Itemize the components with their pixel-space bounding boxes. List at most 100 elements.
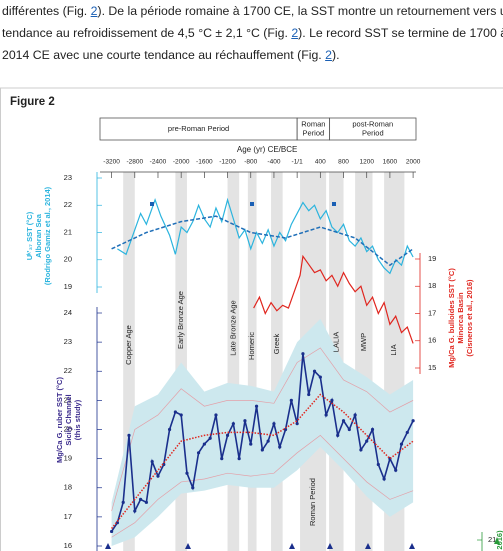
data-point <box>156 474 160 478</box>
y3-tick-label: 24 <box>64 308 72 317</box>
axis-label: Alboran Sea <box>34 213 43 258</box>
x-tick-label: -1600 <box>196 159 213 166</box>
data-point <box>272 422 276 426</box>
x-tick-label: -2800 <box>126 159 143 166</box>
period-label: LIA <box>389 344 398 355</box>
data-point <box>312 369 317 373</box>
data-point <box>127 433 131 437</box>
era-label: pre-Roman Period <box>168 124 229 133</box>
x-tick-label: -3200 <box>103 159 120 166</box>
data-point <box>254 404 259 408</box>
y2-tick-label: 17 <box>428 308 436 317</box>
data-point <box>359 448 363 452</box>
uncertainty-band <box>111 318 414 546</box>
green-axis-label: 2016) <box>495 530 503 550</box>
era-label: Period <box>362 128 384 137</box>
axis-label: Mg/Ca G. bulloides SST (°C) <box>447 268 456 368</box>
data-point <box>167 427 172 432</box>
x-axis-label: Age (yr) CE/BCE <box>237 145 297 154</box>
data-point <box>295 422 299 426</box>
period-band <box>175 172 187 551</box>
y-tick-label: 23 <box>64 173 72 182</box>
data-point <box>214 413 218 417</box>
axis-label: (Rodrigo Gamiz et al., 2014) <box>43 186 52 285</box>
data-point <box>191 486 195 490</box>
data-point <box>225 433 230 437</box>
axis-label: Minorca Basin <box>456 292 465 344</box>
data-point <box>411 419 415 423</box>
data-point <box>138 497 143 501</box>
data-point <box>347 427 351 432</box>
envelope-line <box>111 434 414 538</box>
data-point <box>237 457 241 461</box>
data-point <box>260 448 264 452</box>
data-point <box>243 419 247 423</box>
y3-tick-label: 16 <box>64 541 72 550</box>
x-tick-label: 1200 <box>359 159 374 166</box>
data-point <box>324 413 328 417</box>
series-line <box>111 393 414 529</box>
data-point <box>231 422 235 426</box>
x-tick-label: -400 <box>267 159 280 166</box>
y3-tick-label: 20 <box>64 424 72 433</box>
y3-tick-label: 22 <box>64 366 72 375</box>
data-point <box>109 529 114 534</box>
data-point <box>399 442 404 446</box>
y2-tick-label: 15 <box>428 363 436 372</box>
age-marker <box>289 543 295 549</box>
data-point <box>289 398 293 402</box>
y3-tick-label: 23 <box>64 337 72 346</box>
y-tick-label: 19 <box>64 282 72 291</box>
data-point <box>307 392 311 397</box>
paragraph: différentes (Fig. 2). De la période roma… <box>2 0 503 66</box>
axis-label: Mg/Ca G. ruber SST (°C) <box>55 377 64 463</box>
figure-link[interactable]: 2 <box>325 48 332 62</box>
y2-tick-label: 18 <box>428 281 436 290</box>
period-band <box>123 172 135 551</box>
x-tick-label: -2000 <box>173 159 190 166</box>
period-label: Roman Period <box>308 478 317 526</box>
period-band <box>247 172 257 551</box>
axis-label: (this study) <box>73 399 82 440</box>
axis-label: (Cisneros et al., 2016) <box>465 279 474 357</box>
data-point <box>266 439 270 443</box>
period-label: Copper Age <box>124 325 133 365</box>
data-point <box>353 413 357 417</box>
x-tick-label: 800 <box>338 159 349 166</box>
y3-tick-label: 21 <box>64 395 72 404</box>
y2-tick-label: 19 <box>428 254 436 263</box>
period-label: Greek <box>272 334 281 355</box>
data-point <box>394 468 398 472</box>
text-segment: tendance au refroidissement de 4,5 °C ± … <box>2 26 292 40</box>
x-tick-label: -800 <box>244 159 257 166</box>
text-segment: ). <box>331 48 340 62</box>
age-marker <box>332 202 336 206</box>
x-tick-label: -1/1 <box>292 159 304 166</box>
data-point <box>336 433 340 437</box>
data-point <box>220 457 224 461</box>
y-tick-label: 22 <box>64 200 72 209</box>
y3-tick-label: 18 <box>64 483 72 492</box>
figure-link[interactable]: 2 <box>291 26 299 40</box>
period-label: Late Bronze Age <box>228 300 237 355</box>
text-segment: 2014 CE avec une courte tendance au réch… <box>2 48 326 62</box>
era-label: Period <box>303 128 325 137</box>
figure-link[interactable]: 2 <box>90 4 98 18</box>
age-marker <box>365 543 371 549</box>
data-point <box>202 442 206 446</box>
x-tick-label: 400 <box>315 159 326 166</box>
data-point <box>115 521 119 525</box>
x-tick-label: -1200 <box>219 159 236 166</box>
y2-tick-label: 16 <box>428 336 436 345</box>
text-segment: ). Le record SST se termine de 1700 à <box>298 26 503 40</box>
data-point <box>150 459 154 464</box>
age-marker <box>409 543 415 549</box>
y3-tick-label: 17 <box>64 512 72 521</box>
figure-title: Figure 2 <box>10 96 55 108</box>
data-point <box>162 462 166 467</box>
era-label: Roman <box>301 119 325 128</box>
data-point <box>208 436 212 440</box>
data-point <box>341 419 346 423</box>
